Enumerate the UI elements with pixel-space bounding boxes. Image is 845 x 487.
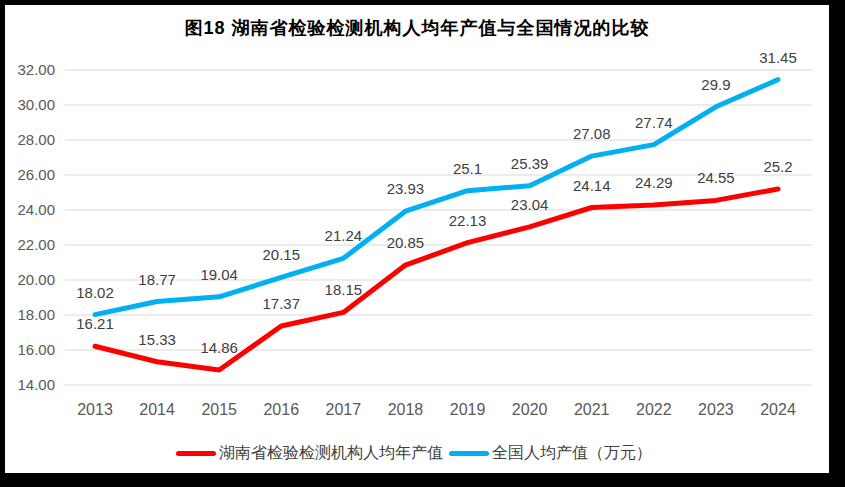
data-label-series-1: 23.93 — [387, 180, 425, 197]
data-label-series-1: 25.1 — [453, 160, 482, 177]
legend-swatch-hunan-line — [176, 451, 216, 456]
x-tick-label: 2018 — [388, 401, 424, 418]
data-label-series-0: 25.2 — [763, 158, 792, 175]
x-tick-label: 2016 — [263, 401, 299, 418]
y-tick-label: 28.00 — [17, 131, 55, 148]
legend-swatch-national-line — [449, 451, 489, 456]
y-tick-label: 22.00 — [17, 236, 55, 253]
data-label-series-0: 24.55 — [697, 169, 735, 186]
series-line-1 — [95, 80, 778, 315]
data-label-series-0: 15.33 — [138, 331, 176, 348]
data-label-series-1: 19.04 — [200, 266, 238, 283]
chart-legend: 湖南省检验检测机构人均年产值 全国人均产值（万元） — [5, 442, 829, 464]
y-tick-label: 16.00 — [17, 341, 55, 358]
y-tick-label: 24.00 — [17, 201, 55, 218]
y-tick-label: 18.00 — [17, 306, 55, 323]
y-tick-label: 32.00 — [17, 61, 55, 78]
data-label-series-0: 17.37 — [262, 295, 300, 312]
data-label-series-0: 16.21 — [76, 315, 114, 332]
line-chart-plot-area: 14.00 16.00 18.00 20.00 22.00 24.00 26.00 28.00… — [5, 5, 829, 473]
data-label-series-1: 25.39 — [511, 155, 549, 172]
data-label-series-1: 29.9 — [701, 76, 730, 93]
y-tick-label: 30.00 — [17, 96, 55, 113]
data-label-series-0: 14.86 — [200, 339, 238, 356]
y-tick-label: 20.00 — [17, 271, 55, 288]
x-tick-label: 2019 — [450, 401, 486, 418]
data-label-series-0: 24.14 — [573, 177, 611, 194]
data-label-series-0: 18.15 — [325, 281, 363, 298]
x-tick-label: 2023 — [698, 401, 734, 418]
data-label-series-1: 27.08 — [573, 125, 611, 142]
data-label-series-0: 22.13 — [449, 212, 487, 229]
x-tick-label: 2024 — [760, 401, 796, 418]
x-tick-label: 2015 — [201, 401, 237, 418]
data-label-series-0: 23.04 — [511, 196, 549, 213]
x-tick-label: 2020 — [512, 401, 548, 418]
data-label-series-1: 18.77 — [138, 271, 176, 288]
x-tick-label: 2021 — [574, 401, 610, 418]
x-tick-label: 2017 — [326, 401, 362, 418]
screenshot-frame: 图18 湖南省检验检测机构人均年产值与全国情况的比较 14.0016.0018.… — [0, 0, 845, 487]
data-label-series-1: 18.02 — [76, 284, 114, 301]
data-label-series-0: 24.29 — [635, 174, 673, 191]
x-tick-label: 2022 — [636, 401, 672, 418]
data-label-series-1: 20.15 — [262, 246, 300, 263]
y-tick-label: 26.00 — [17, 166, 55, 183]
legend-label-national: 全国人均产值（万元） — [492, 443, 652, 464]
x-tick-label: 2014 — [139, 401, 175, 418]
chart-canvas: 图18 湖南省检验检测机构人均年产值与全国情况的比较 14.0016.0018.… — [5, 5, 829, 473]
data-label-series-1: 27.74 — [635, 114, 673, 131]
data-label-series-1: 21.24 — [325, 227, 363, 244]
data-label-series-0: 20.85 — [387, 234, 425, 251]
legend-label-hunan: 湖南省检验检测机构人均年产值 — [219, 443, 443, 464]
x-tick-label: 2013 — [77, 401, 113, 418]
y-tick-label: 14.00 — [17, 376, 55, 393]
data-label-series-1: 31.45 — [759, 49, 797, 66]
